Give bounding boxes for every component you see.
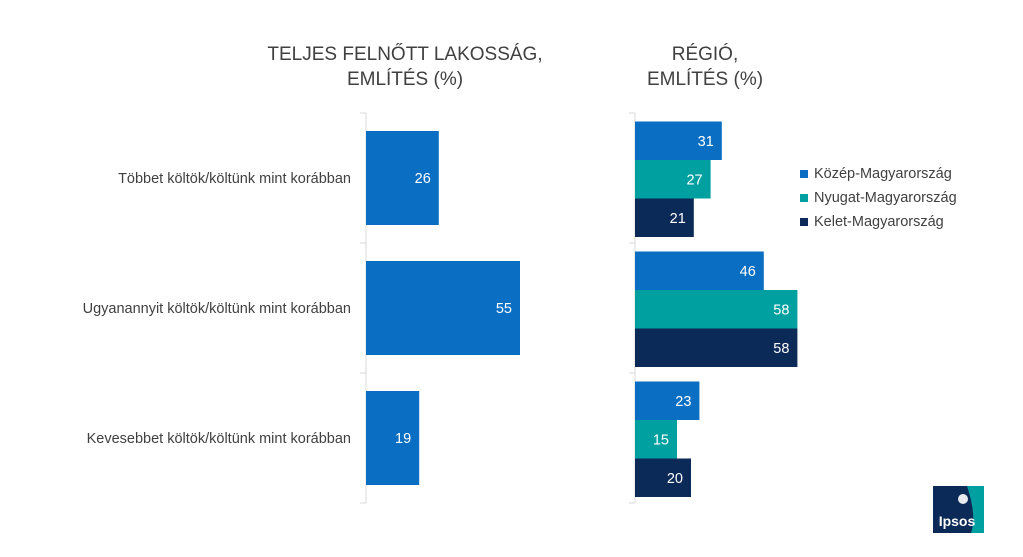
right-bar bbox=[635, 160, 711, 199]
left-bar bbox=[366, 261, 520, 355]
legend-label-kozep: Közép-Magyarország bbox=[814, 166, 952, 182]
left-bar-value: 19 bbox=[395, 431, 411, 447]
ipsos-logo: Ipsos bbox=[933, 486, 984, 533]
logo-text: Ipsos bbox=[939, 513, 976, 529]
category-label: Ugyanannyit költök/költünk mint korábban bbox=[83, 301, 351, 317]
right-bar bbox=[635, 328, 798, 367]
right-title-line1: RÉGIÓ, bbox=[671, 44, 739, 65]
right-bar-value: 31 bbox=[698, 134, 714, 150]
left-title-line1: TELJES FELNŐTT LAKOSSÁG, bbox=[267, 44, 543, 65]
category-label: Kevesebbet költök/költünk mint korábban bbox=[87, 431, 351, 447]
legend-label-nyugat: Nyugat-Magyarország bbox=[814, 190, 957, 206]
legend-swatch-kelet bbox=[800, 218, 808, 226]
right-bar-value: 15 bbox=[653, 432, 669, 448]
right-chart-title: RÉGIÓ, EMLÍTÉS (%) bbox=[590, 42, 820, 92]
category-label: Többet költök/költünk mint korábban bbox=[118, 171, 351, 187]
right-bar bbox=[635, 198, 694, 237]
legend-item-nyugat: Nyugat-Magyarország bbox=[800, 186, 957, 210]
left-bar-value: 26 bbox=[415, 171, 431, 187]
left-chart-title: TELJES FELNŐTT LAKOSSÁG, EMLÍTÉS (%) bbox=[250, 42, 560, 92]
right-bar bbox=[635, 381, 700, 420]
right-bar bbox=[635, 251, 764, 290]
right-bar-value: 20 bbox=[667, 471, 683, 487]
right-bar-value: 46 bbox=[740, 264, 756, 280]
right-bar-value: 58 bbox=[773, 341, 789, 357]
right-bar bbox=[635, 121, 722, 160]
right-bar-value: 21 bbox=[670, 211, 686, 227]
right-title-line2: EMLÍTÉS (%) bbox=[646, 69, 764, 90]
left-bar bbox=[366, 391, 420, 485]
legend-item-kozep: Közép-Magyarország bbox=[800, 162, 957, 186]
right-bar bbox=[635, 458, 691, 497]
legend-item-kelet: Kelet-Magyarország bbox=[800, 210, 957, 234]
left-bar-value: 55 bbox=[496, 301, 512, 317]
left-title-line2: EMLÍTÉS (%) bbox=[346, 69, 464, 90]
legend-swatch-kozep bbox=[800, 170, 808, 178]
right-bar bbox=[635, 420, 677, 459]
right-bar-value: 27 bbox=[686, 172, 702, 188]
legend-label-kelet: Kelet-Magyarország bbox=[814, 214, 944, 230]
right-bar-value: 23 bbox=[675, 394, 691, 410]
right-bar bbox=[635, 290, 798, 329]
right-bar-value: 58 bbox=[773, 302, 789, 318]
left-bar bbox=[366, 131, 439, 225]
legend: Közép-Magyarország Nyugat-Magyarország K… bbox=[800, 162, 957, 234]
legend-swatch-nyugat bbox=[800, 194, 808, 202]
